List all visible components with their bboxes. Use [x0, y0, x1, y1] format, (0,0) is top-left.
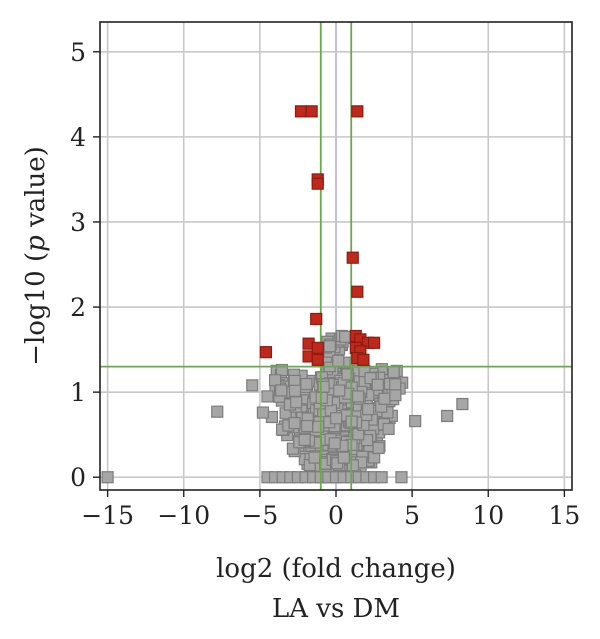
nonsignificant-point: [330, 412, 343, 425]
tick-labels: −15 −10 −5 0 5 10 15 0 1 2 3 4 5: [70, 38, 580, 530]
nonsignificant-point: [346, 459, 359, 472]
nonsignificant-point: [275, 384, 288, 397]
x-tick-label: −10: [157, 501, 210, 530]
nonsignificant-point: [290, 396, 303, 409]
y-tick-label: 3: [70, 208, 86, 237]
y-tick-label: 5: [70, 38, 86, 67]
x-axis-label: log2 (fold change): [216, 554, 456, 584]
nonsignificant-point: [362, 403, 375, 416]
significant-point: [367, 336, 381, 349]
y-axis-label-prefix: −log10 (: [21, 252, 51, 366]
significant-point: [310, 312, 323, 326]
y-axis-label-suffix: value): [21, 146, 51, 235]
chart-subtitle: LA vs DM: [272, 594, 400, 624]
significant-point: [259, 346, 273, 359]
significant-point: [311, 353, 324, 366]
nonsignificant-point: [372, 441, 385, 455]
nonsignificant-point: [315, 391, 328, 404]
grid: [100, 22, 572, 490]
y-axis-label-italic: p: [21, 235, 51, 252]
y-tick-label: 0: [70, 463, 86, 492]
nonsignificant-point: [300, 377, 313, 391]
x-tick-label: 10: [472, 501, 504, 530]
nonsignificant-point: [288, 384, 302, 397]
nonsignificant-point: [261, 390, 274, 403]
nonsignificant-point: [246, 379, 259, 392]
y-tick-label: 1: [70, 378, 86, 407]
significant-point: [294, 105, 308, 118]
y-tick-label: 4: [70, 123, 86, 152]
nonsignificant-point: [371, 378, 384, 391]
x-tick-label: −5: [241, 501, 278, 530]
significant-point: [351, 285, 364, 298]
nonsignificant-point: [341, 368, 354, 381]
nonsignificant-point: [352, 390, 365, 403]
nonsignificant-points: [101, 329, 469, 484]
significant-points: [259, 105, 381, 366]
x-tick-label: 15: [548, 501, 580, 530]
nonsignificant-point: [275, 363, 289, 377]
nonsignificant-point: [211, 405, 224, 418]
significant-point: [311, 177, 324, 190]
nonsignificant-point: [337, 451, 350, 464]
nonsignificant-point: [333, 384, 346, 397]
y-tick-label: 2: [70, 293, 86, 322]
nonsignificant-point: [300, 419, 314, 433]
nonsignificant-point: [256, 406, 270, 419]
nonsignificant-point: [323, 340, 336, 353]
x-tick-label: 5: [404, 501, 420, 530]
nonsignificant-point: [317, 380, 330, 393]
nonsignificant-point: [409, 414, 422, 428]
nonsignificant-point: [311, 420, 325, 433]
nonsignificant-point: [286, 442, 299, 455]
nonsignificant-point: [308, 451, 321, 464]
nonsignificant-point: [387, 366, 400, 379]
nonsignificant-point: [389, 389, 402, 402]
significant-point: [305, 105, 318, 118]
nonsignificant-point: [382, 422, 395, 436]
nonsignificant-point: [375, 471, 388, 484]
x-tick-label: 0: [328, 501, 344, 530]
nonsignificant-point: [268, 374, 282, 387]
significant-point: [357, 353, 370, 366]
nonsignificant-point: [339, 330, 352, 343]
nonsignificant-point: [389, 378, 402, 391]
significant-point: [311, 341, 324, 354]
nonsignificant-point: [328, 437, 341, 450]
nonsignificant-point: [332, 354, 345, 367]
y-axis-label: −log10 (p value): [21, 146, 51, 366]
nonsignificant-point: [395, 471, 408, 484]
nonsignificant-point: [456, 397, 469, 411]
nonsignificant-point: [378, 392, 391, 405]
nonsignificant-point: [364, 372, 377, 385]
nonsignificant-point: [441, 409, 454, 423]
nonsignificant-point: [288, 416, 301, 430]
significant-point: [351, 105, 364, 118]
nonsignificant-point: [101, 471, 114, 484]
significant-point: [346, 251, 359, 264]
nonsignificant-point: [298, 433, 311, 446]
x-tick-label: −15: [81, 501, 134, 530]
